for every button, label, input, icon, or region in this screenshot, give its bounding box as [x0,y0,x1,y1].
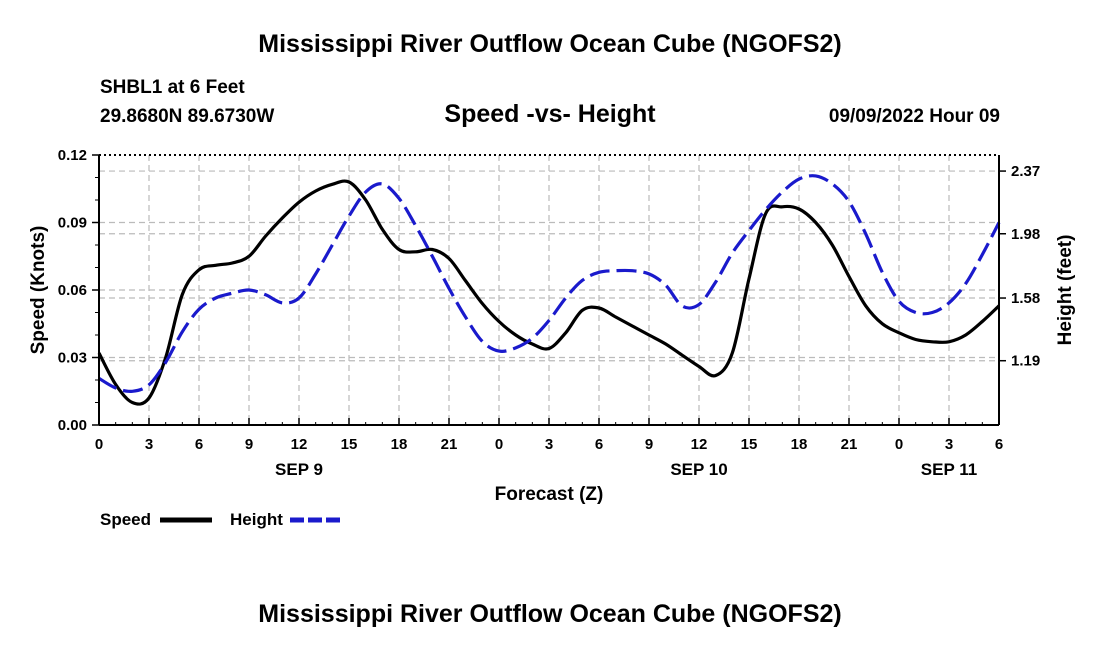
y2-axis-label: Height (feet) [1055,235,1076,346]
chart-title: Mississippi River Outflow Ocean Cube (NG… [258,30,842,58]
date-label: 09/09/2022 Hour 09 [828,106,1000,127]
x-tick-label: 21 [441,436,458,453]
y-tick-label: 0.00 [58,417,87,434]
y2-tick-label: 1.19 [1011,353,1040,370]
x-tick-label: 0 [895,436,903,453]
x-axis-label: Forecast (Z) [495,484,604,505]
series-speed-line [97,179,1001,406]
legend-speed-label: Speed [100,510,152,529]
y2-tick-label: 1.98 [1011,226,1040,243]
x-tick-label: 6 [595,436,603,453]
station-label: SHBL1 at 6 Feet [100,77,245,98]
y-axis-label: Speed (Knots) [28,226,49,355]
x-tick-label: 6 [195,436,203,453]
x-tick-label: 3 [145,436,153,453]
x-tick-label: 18 [391,436,408,453]
coordinates-label: 29.8680N 89.6730W [100,106,275,127]
y2-tick-label: 2.37 [1011,163,1040,180]
y-tick-label: 0.09 [58,215,87,232]
x-tick-label: 15 [741,436,758,453]
x-tick-label: 9 [645,436,653,453]
y-tick-label: 0.03 [58,350,87,367]
x-tick-label: 12 [291,436,308,453]
y-tick-label: 0.06 [58,282,87,299]
x-tick-label: 3 [945,436,953,453]
x-day-label: SEP 9 [275,460,323,479]
series-height-line [98,174,1001,393]
x-tick-label: 3 [545,436,553,453]
x-tick-label: 0 [495,436,503,453]
axis-ticks: 0 3 6 9 12 15 18 21 0 3 6 9 12 15 18 21 0 3 6 SEP 9 SEP 10 SE… [58,147,1040,479]
x-tick-label: 21 [841,436,858,453]
x-tick-label: 15 [341,436,358,453]
grid [99,155,999,425]
x-tick-label: 9 [245,436,253,453]
footer-title: Mississippi River Outflow Ocean Cube (NG… [258,600,842,628]
x-day-label: SEP 10 [670,460,727,479]
x-tick-label: 6 [995,436,1003,453]
x-tick-label: 0 [95,436,103,453]
y-tick-label: 0.12 [58,147,87,164]
legend-height-label: Height [230,510,283,529]
x-tick-label: 12 [691,436,708,453]
x-day-label: SEP 11 [921,460,977,479]
series-lines [97,174,1001,406]
x-tick-label: 18 [791,436,808,453]
y2-tick-label: 1.58 [1011,290,1040,307]
chart-subtitle: Speed -vs- Height [444,100,656,128]
